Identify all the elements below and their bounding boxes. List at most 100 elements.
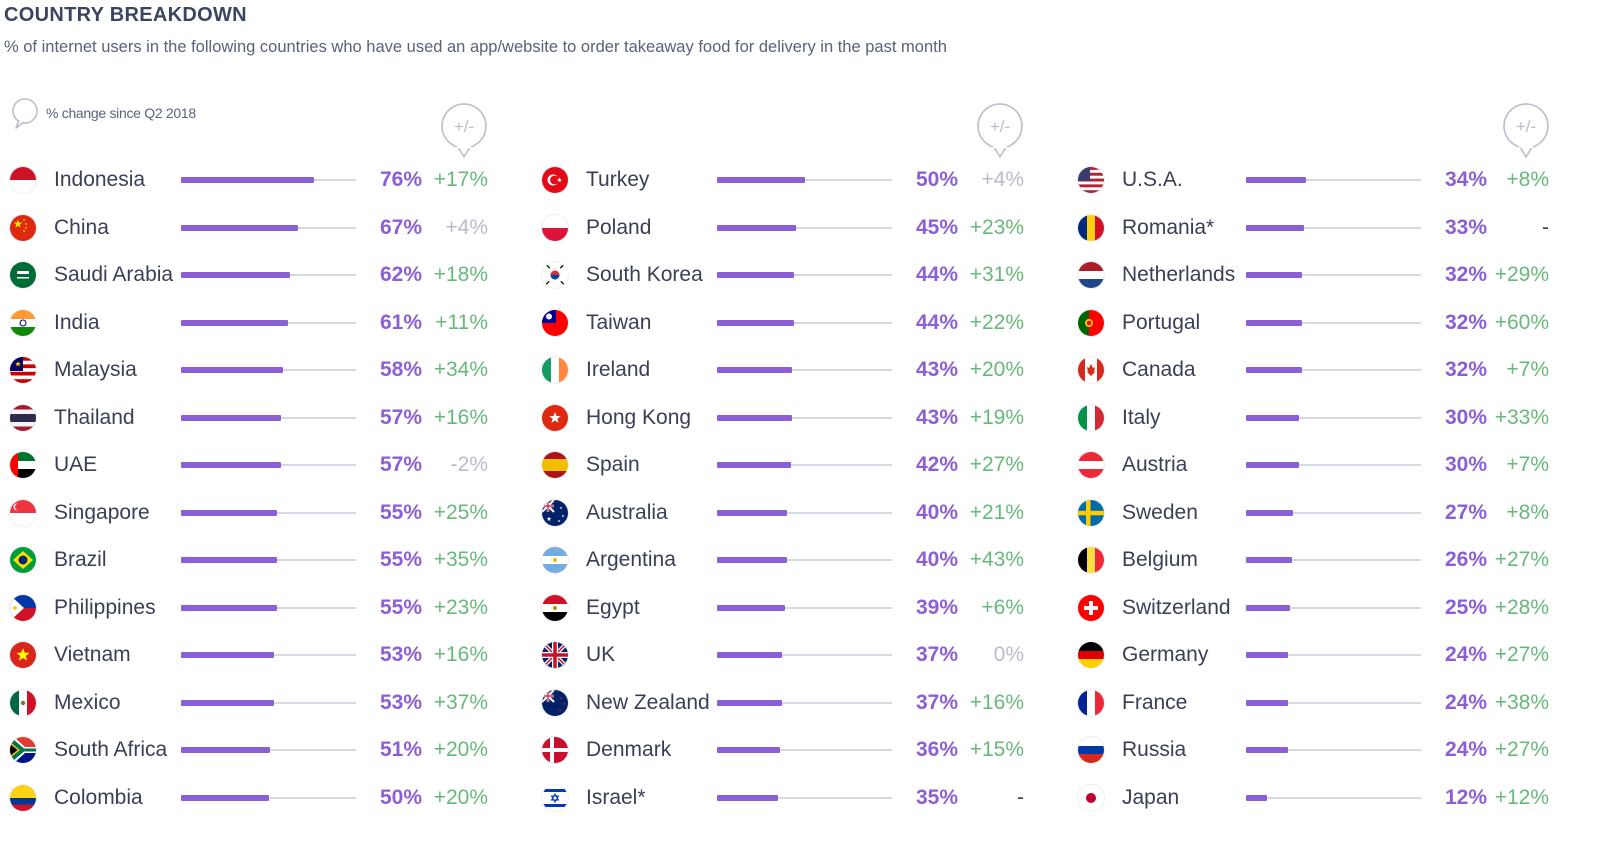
change-label: +33% xyxy=(1494,405,1549,429)
change-label: +25% xyxy=(433,500,488,524)
change-column-label: +/- xyxy=(1516,117,1536,136)
flag-canada-icon xyxy=(1078,357,1104,383)
country-name: Malaysia xyxy=(54,358,137,381)
change-label: +27% xyxy=(969,453,1024,476)
bar-mexico xyxy=(181,699,274,706)
country-row-uk: UK 37% 0% xyxy=(542,635,1024,675)
flag-switzerland-icon xyxy=(1078,594,1104,621)
change-label: +43% xyxy=(969,548,1024,571)
bar-track xyxy=(717,414,892,421)
country-row-germany: Germany 24% +27% xyxy=(1078,635,1549,675)
change-column-label: +/- xyxy=(454,117,474,136)
country-row-japan: Japan 12% +12% xyxy=(1078,778,1549,818)
country-row-netherlands: Netherlands 32% +29% xyxy=(1078,255,1549,295)
flag-uae-icon xyxy=(10,452,36,478)
bar-belgium xyxy=(1246,557,1292,563)
value-label: 40% xyxy=(915,548,958,571)
bar-track xyxy=(1246,699,1421,706)
change-label: +27% xyxy=(1494,548,1549,571)
bar-track xyxy=(717,699,892,706)
change-label: +16% xyxy=(433,643,488,666)
country-name: Ireland xyxy=(586,358,651,381)
bar-track xyxy=(717,272,892,278)
country-name: Indonesia xyxy=(54,168,146,191)
change-label: +29% xyxy=(1494,263,1549,286)
bar-track xyxy=(717,794,892,801)
change-label: +18% xyxy=(433,263,488,286)
bar-thailand xyxy=(181,414,281,421)
flag-romania-icon xyxy=(1078,214,1104,241)
value-label: 35% xyxy=(915,785,958,809)
bar-track xyxy=(717,652,892,658)
country-row-vietnam: Vietnam 53% +16% xyxy=(10,635,488,675)
value-label: 24% xyxy=(1444,738,1487,761)
country-row-sweden: Sweden 27% +8% xyxy=(1078,493,1549,533)
flag-taiwan-icon xyxy=(542,309,568,336)
value-label: 57% xyxy=(379,405,422,429)
bar-egypt xyxy=(717,604,786,611)
country-row-switzerland: Switzerland 25% +28% xyxy=(1078,588,1549,628)
flag-mexico-icon xyxy=(10,689,36,716)
value-label: 26% xyxy=(1444,548,1487,571)
change-label: 0% xyxy=(993,643,1024,666)
bar-track xyxy=(181,509,356,516)
flag-turkey-icon xyxy=(542,167,568,193)
bar-track xyxy=(181,794,356,801)
flag-germany-icon xyxy=(1078,642,1104,668)
change-label: +20% xyxy=(969,358,1024,381)
country-row-colombia: Colombia 50% +20% xyxy=(10,778,488,818)
bar-south-africa xyxy=(181,747,271,753)
bar-denmark xyxy=(717,747,780,753)
bar-spain xyxy=(717,462,791,468)
bar-philippines xyxy=(181,604,278,611)
value-label: 43% xyxy=(915,358,958,381)
country-row-india: India 61% +11% xyxy=(10,303,488,343)
change-label: -2% xyxy=(450,453,488,476)
bar-track xyxy=(181,319,356,326)
bar-brazil xyxy=(181,557,278,563)
bar-uae xyxy=(181,462,281,468)
bar-romania xyxy=(1246,224,1304,231)
country-row-new-zealand: New Zealand 37% +16% xyxy=(542,683,1024,723)
bar-track xyxy=(181,177,356,183)
country-name: Sweden xyxy=(1122,500,1198,524)
flag-japan-icon xyxy=(1078,784,1104,811)
bar-track xyxy=(181,414,356,421)
change-label: +21% xyxy=(969,500,1024,524)
value-label: 58% xyxy=(379,358,422,381)
bar-u-s-a xyxy=(1246,177,1306,183)
country-name: Israel* xyxy=(586,785,646,809)
bar-track xyxy=(1246,414,1421,421)
bar-china xyxy=(181,224,299,231)
bar-switzerland xyxy=(1246,604,1290,611)
value-label: 24% xyxy=(1444,690,1487,714)
value-label: 32% xyxy=(1444,310,1487,334)
country-name: UK xyxy=(586,643,616,666)
flag-india-icon xyxy=(10,309,36,336)
country-name: Russia xyxy=(1122,738,1187,761)
bar-taiwan xyxy=(717,319,794,326)
value-label: 40% xyxy=(915,500,958,524)
bar-track xyxy=(717,177,892,183)
country-name: UAE xyxy=(54,453,98,476)
change-label: +27% xyxy=(1494,643,1549,666)
flag-portugal-icon xyxy=(1078,309,1104,336)
bar-track xyxy=(717,462,892,468)
country-row-italy: Italy 30% +33% xyxy=(1078,398,1549,438)
bar-track xyxy=(1246,462,1421,468)
change-label: +28% xyxy=(1494,595,1549,619)
value-label: 53% xyxy=(379,643,422,666)
bar-track xyxy=(717,509,892,516)
country-row-south-korea: South Korea 44% +31% xyxy=(542,255,1024,295)
change-label: +20% xyxy=(433,785,488,809)
value-label: 62% xyxy=(379,263,422,286)
bar-track xyxy=(181,557,356,563)
country-name: Australia xyxy=(586,500,668,524)
bar-austria xyxy=(1246,462,1299,468)
change-column-header: +/- xyxy=(974,102,1026,160)
country-row-china: China 67% +4% xyxy=(10,208,488,248)
country-row-philippines: Philippines 55% +23% xyxy=(10,588,488,628)
bar-track xyxy=(1246,747,1421,753)
value-label: 37% xyxy=(915,690,958,714)
bar-canada xyxy=(1246,367,1302,373)
